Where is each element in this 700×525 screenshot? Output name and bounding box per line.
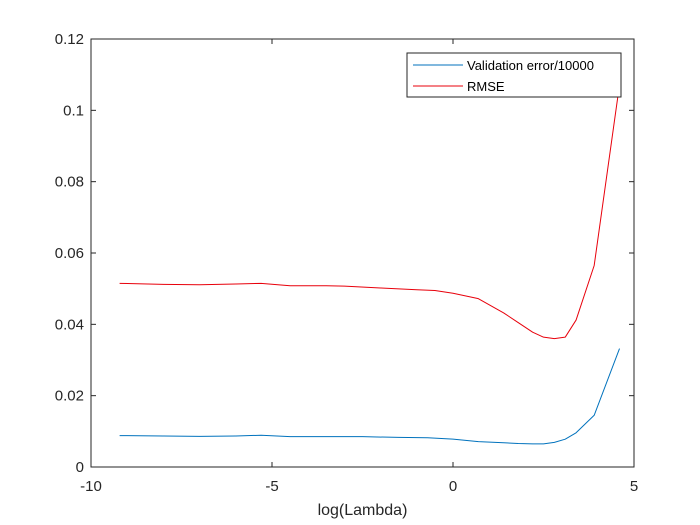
y-tick-label: 0.04 [55, 316, 84, 333]
y-tick-label: 0 [76, 459, 84, 476]
legend: Validation error/10000 RMSE [406, 52, 622, 98]
legend-box [406, 52, 622, 98]
series-line-rmse [119, 84, 621, 340]
series-layer [119, 84, 621, 445]
ticks-layer: -10 -5 0 5 0 0.02 0.04 0.06 0.08 0.1 0.12 [55, 31, 638, 495]
x-tick-label: 5 [630, 478, 638, 495]
y-tick-label: 0.1 [63, 102, 84, 119]
plot-area-background [91, 39, 634, 467]
y-tick-label: 0.06 [55, 245, 84, 262]
legend-label-rmse: RMSE [467, 79, 505, 94]
x-axis-label: log(Lambda) [318, 502, 408, 519]
x-tick-label: -10 [80, 478, 102, 495]
series-line-validation-error-10000 [119, 348, 620, 445]
x-tick-label: 0 [449, 478, 457, 495]
y-tick-label: 0.02 [55, 388, 84, 405]
y-tick-label: 0.08 [55, 174, 84, 191]
legend-label-validation-error: Validation error/10000 [467, 58, 594, 73]
x-tick-label: -5 [265, 478, 278, 495]
y-tick-label: 0.12 [55, 31, 84, 48]
